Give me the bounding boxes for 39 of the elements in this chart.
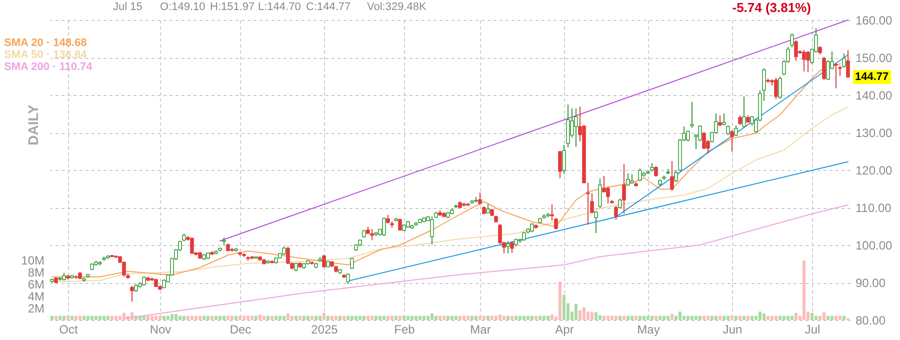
x-tick-label: Apr (555, 322, 574, 336)
text: SMA 200 (4, 61, 50, 73)
text: Vol:329.48K (367, 1, 426, 13)
text: O:149.10 (160, 1, 206, 13)
x-tick-label: Jun (722, 322, 742, 336)
text: Jul 15 (113, 1, 142, 13)
y2-tick-label: 8M (28, 266, 44, 280)
x-tick-label: 2025 (311, 322, 338, 336)
text: SMA 20 (4, 37, 44, 49)
text: H:151.97 (210, 1, 255, 13)
y-tick-label: 80.00 (856, 314, 886, 328)
y2-tick-label: 2M (28, 302, 44, 316)
x-tick-label: Oct (59, 322, 78, 336)
y2-tick-label: 6M (28, 278, 44, 292)
x-tick-label: Feb (394, 322, 416, 336)
annotation: · 110.74 (52, 61, 92, 73)
y-tick-label: 90.00 (856, 276, 886, 290)
x-tick-label: May (637, 322, 660, 336)
y2-tick-label: 10M (21, 254, 45, 268)
annotation: · 136.84 (45, 49, 87, 61)
x-tick-label: Jul (804, 322, 820, 336)
y-tick-label: 140.00 (856, 88, 893, 102)
text: -5.74 (3.81%) (732, 0, 811, 15)
y-tick-label: 110.00 (856, 201, 892, 215)
y2-tick-label: 4M (28, 290, 44, 304)
annotation: · 148.68 (45, 37, 87, 49)
text: C:144.77 (306, 1, 351, 13)
y-tick-label: 120.00 (856, 164, 893, 178)
y-tick-label: 160.00 (856, 14, 893, 28)
annotation: 144.77 (853, 70, 891, 84)
text: DAILY (25, 104, 41, 146)
text: SMA 50 (4, 49, 44, 61)
y-tick-label: 150.00 (856, 51, 893, 65)
x-tick-label: Dec (230, 322, 252, 336)
y-tick-label: 130.00 (856, 126, 893, 140)
x-tick-label: Nov (150, 322, 172, 336)
text: L:144.70 (258, 1, 301, 13)
y-tick-label: 100.00 (856, 238, 893, 252)
x-tick-label: Mar (470, 322, 491, 336)
